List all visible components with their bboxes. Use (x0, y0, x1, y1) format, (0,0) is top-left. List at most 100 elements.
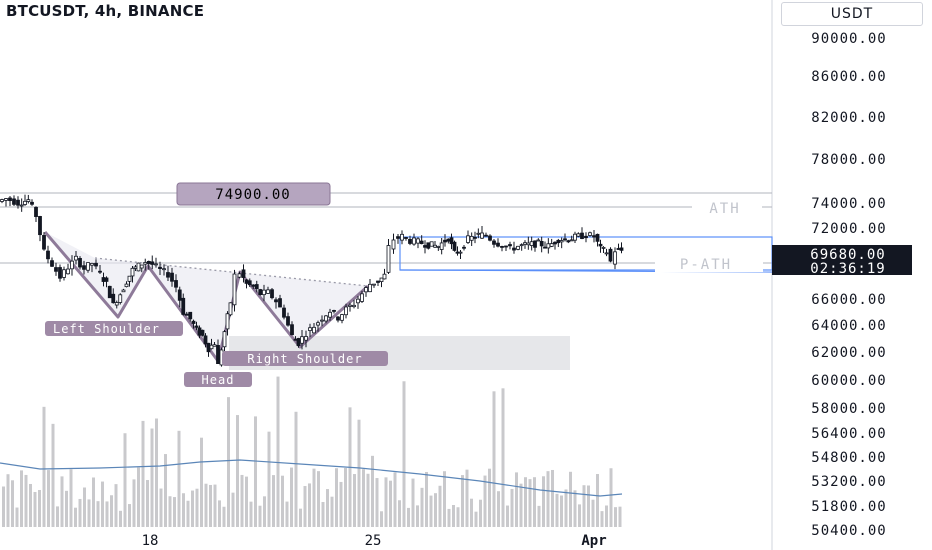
candle-body (194, 325, 199, 328)
volume-bar (551, 469, 554, 527)
volume-bar (389, 480, 392, 527)
candle-body (332, 310, 336, 312)
candle-body (111, 293, 116, 304)
candle-body (360, 293, 364, 302)
candle-body (139, 264, 144, 269)
volume-bar (524, 477, 527, 527)
price-axis-label: 54800.00 (811, 450, 886, 466)
ath-price-tag[interactable]: 74900.00 (176, 182, 331, 206)
candle-body (82, 265, 86, 270)
candle-body (500, 246, 504, 248)
price-axis[interactable]: 90000.00 86000.00 82000.00 78000.00 74000.00… (811, 31, 886, 539)
volume-bar (227, 397, 230, 527)
volume-bar (438, 485, 442, 527)
volume-bar (119, 510, 122, 527)
candle-body (46, 250, 50, 260)
volume-bar (42, 406, 46, 527)
candle-body (228, 302, 233, 316)
volume-bar (303, 486, 307, 527)
candle-body (372, 283, 376, 286)
candle-body (212, 344, 217, 347)
volume-bar (38, 490, 41, 527)
candle-body (136, 262, 141, 272)
candle-body (529, 241, 534, 246)
volume-bar (191, 490, 194, 527)
candle-body (222, 331, 227, 348)
candle-body (580, 232, 584, 240)
volume-bars (2, 376, 622, 527)
price-axis-label: 60000.00 (811, 373, 886, 389)
candle-body (23, 200, 27, 205)
candle-body (316, 322, 320, 326)
volume-bar (105, 501, 109, 527)
right-shoulder-tag[interactable]: Right Shoulder (222, 351, 388, 366)
candle-body (30, 201, 34, 205)
volume-bar (618, 506, 622, 527)
candle-body (4, 198, 8, 201)
volume-bar (308, 483, 311, 527)
volume-bar (78, 498, 82, 527)
volume-bar (411, 478, 415, 527)
price-axis-label: 56400.00 (811, 426, 886, 442)
price-axis-label: 51800.00 (811, 499, 886, 515)
price-axis-label: 90000.00 (811, 31, 886, 47)
candle-body (42, 235, 46, 250)
volume-bar (146, 480, 149, 527)
candle-body (588, 232, 592, 236)
candle-body (496, 242, 500, 247)
left-shoulder-text: Left Shoulder (53, 322, 160, 336)
candle-body (174, 280, 178, 288)
currency-selector[interactable]: USDT (781, 2, 923, 26)
volume-bar (249, 501, 253, 527)
head-tag[interactable]: Head (184, 372, 252, 387)
volume-bar (357, 419, 361, 527)
candle-body (12, 198, 16, 205)
neckline (94, 257, 369, 287)
volume-bar (555, 493, 559, 527)
candle-body (162, 268, 166, 271)
symbol-title: BTCUSDT, 4h, BINANCE (6, 2, 205, 20)
volume-bar (600, 511, 604, 527)
volume-bar (74, 507, 77, 527)
volume-bar (173, 497, 176, 527)
candle-body (101, 277, 106, 282)
volume-bar (96, 501, 100, 527)
volume-bar (47, 470, 50, 527)
candle-body (426, 242, 431, 249)
ath-label-bg (692, 199, 762, 216)
candle-body (216, 345, 220, 365)
candle-body (266, 289, 270, 294)
candle-body (38, 216, 42, 236)
volume-bar (393, 472, 397, 527)
volume-bar (204, 483, 208, 527)
candle-body (247, 280, 252, 286)
candle-body (563, 238, 567, 241)
candle-body (566, 240, 571, 243)
candle-body (304, 336, 308, 341)
candle-body (300, 336, 304, 344)
candle-body (143, 262, 148, 265)
candle-body (412, 237, 416, 245)
volume-bar (317, 471, 320, 527)
volume-bar (87, 499, 91, 527)
current-price-value: 69680.00 (810, 247, 885, 263)
candle-body (94, 262, 98, 267)
volume-bar (510, 488, 514, 527)
candle-body (107, 285, 112, 299)
volume-bar (402, 381, 406, 527)
volume-bar (407, 507, 410, 527)
volume-bar (101, 481, 104, 527)
candle-body (469, 235, 474, 241)
volume-bar (578, 504, 581, 527)
candle-body (98, 270, 102, 273)
candle-body (258, 289, 263, 296)
volume-bar (110, 495, 113, 527)
price-axis-label: 72000.00 (811, 221, 886, 237)
left-shoulder-tag[interactable]: Left Shoulder (45, 321, 183, 336)
volume-bar (335, 468, 338, 527)
candle-body (408, 238, 412, 244)
candle-body (396, 236, 400, 239)
candle-body (613, 251, 617, 265)
candle-body (146, 261, 151, 264)
